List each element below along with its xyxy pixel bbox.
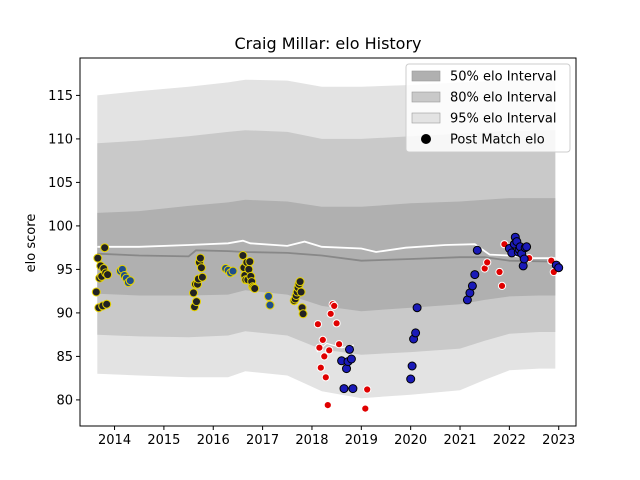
data-point xyxy=(196,263,206,273)
data-point xyxy=(472,245,482,255)
data-point xyxy=(250,284,260,293)
data-point xyxy=(339,384,349,394)
data-point xyxy=(228,266,238,276)
data-point xyxy=(238,251,248,260)
data-point xyxy=(467,281,477,291)
legend-swatch xyxy=(411,91,441,103)
data-point xyxy=(100,243,110,253)
data-point xyxy=(189,288,198,298)
chart-title: Craig Millar: elo History xyxy=(234,34,421,53)
data-point xyxy=(93,253,103,263)
x-tick-label: 2017 xyxy=(246,433,279,448)
data-point xyxy=(332,319,341,328)
data-point xyxy=(103,270,113,280)
data-point xyxy=(102,299,112,309)
x-tick-label: 2018 xyxy=(295,433,328,448)
data-point xyxy=(522,242,532,252)
data-point xyxy=(192,297,201,307)
legend-label: Post Match elo xyxy=(450,133,545,148)
y-axis-label: elo score xyxy=(24,214,39,273)
x-tick-label: 2015 xyxy=(147,433,180,448)
legend-box xyxy=(405,63,571,153)
data-point xyxy=(321,373,330,382)
data-point xyxy=(125,276,135,286)
data-point xyxy=(348,384,358,394)
axes-border xyxy=(79,57,577,427)
data-point xyxy=(316,363,325,372)
data-point xyxy=(363,385,372,394)
data-point xyxy=(412,303,422,313)
data-point xyxy=(264,291,273,301)
data-point xyxy=(318,335,327,344)
legend-label: 50% elo Interval xyxy=(450,70,557,85)
data-point xyxy=(91,287,101,297)
data-point xyxy=(325,346,334,355)
data-point xyxy=(295,277,305,287)
legend-label: 95% elo Interval xyxy=(450,112,557,127)
data-point xyxy=(330,301,339,310)
data-point xyxy=(245,257,255,267)
x-tick-label: 2021 xyxy=(443,433,476,448)
y-axis-ticks: 80 85 90 95 100 105 110 115 xyxy=(48,89,80,408)
data-point xyxy=(483,258,492,267)
series-line-1 xyxy=(97,239,556,260)
data-point xyxy=(495,267,504,277)
data-point xyxy=(326,309,335,318)
series-line-0 xyxy=(97,249,556,263)
y-tick-label: 110 xyxy=(48,132,73,147)
data-point xyxy=(265,300,275,310)
y-tick-label: 80 xyxy=(56,393,73,408)
y-tick-label: 115 xyxy=(48,89,73,104)
data-point xyxy=(335,340,344,349)
legend: 50% elo Interval 80% elo Interval 95% elo … xyxy=(405,63,571,153)
y-tick-label: 90 xyxy=(56,306,73,321)
data-point xyxy=(298,309,308,319)
legend-swatch xyxy=(411,70,441,82)
axes-frame xyxy=(79,57,577,427)
data-point xyxy=(313,320,322,329)
data-point xyxy=(519,254,529,264)
x-tick-label: 2023 xyxy=(542,433,575,448)
data-point xyxy=(470,270,480,280)
interval-50-band xyxy=(97,198,556,312)
data-point xyxy=(346,354,356,364)
legend-swatch xyxy=(411,112,441,124)
x-tick-label: 2020 xyxy=(394,433,427,448)
data-point xyxy=(497,281,507,290)
data-point xyxy=(407,361,417,371)
y-tick-label: 95 xyxy=(56,263,73,278)
data-point xyxy=(361,404,370,413)
data-point xyxy=(315,343,324,352)
legend-marker xyxy=(421,134,431,144)
x-tick-label: 2014 xyxy=(98,433,131,448)
legend-label: 80% elo Interval xyxy=(450,91,557,106)
x-tick-label: 2016 xyxy=(197,433,230,448)
y-tick-label: 100 xyxy=(48,219,73,234)
x-tick-label: 2019 xyxy=(345,433,378,448)
x-axis-ticks: 2014 2015 2016 2017 2018 2019 2020 2021 2022 2023 xyxy=(98,426,575,448)
y-tick-label: 85 xyxy=(56,350,73,365)
data-point xyxy=(345,344,354,354)
plot-area xyxy=(91,79,564,413)
data-point xyxy=(195,253,205,263)
data-point xyxy=(406,374,416,384)
y-tick-label: 105 xyxy=(48,176,73,191)
data-point xyxy=(320,352,329,361)
data-point xyxy=(197,272,207,282)
data-point xyxy=(411,328,421,338)
data-point xyxy=(554,263,564,273)
data-point xyxy=(296,287,306,297)
x-tick-label: 2022 xyxy=(493,433,526,448)
data-point xyxy=(323,401,332,410)
